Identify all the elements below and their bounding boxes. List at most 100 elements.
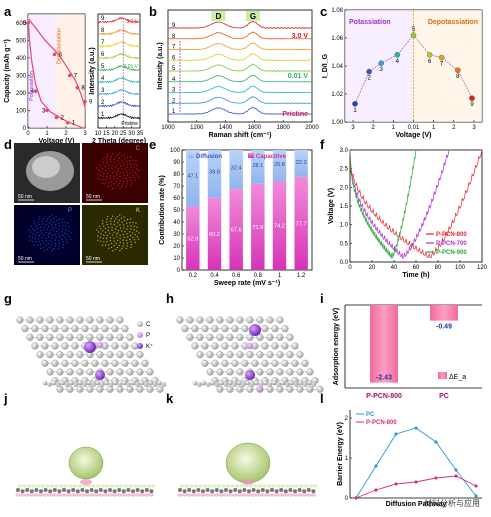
- eds-dot: [105, 159, 108, 161]
- carbon-atom: [245, 380, 251, 386]
- legend-label: C: [146, 322, 151, 328]
- charge-accumulation: [59, 484, 64, 488]
- eds-dot: [129, 159, 131, 162]
- eds-dot: [126, 218, 129, 221]
- discharge-curve: [27, 22, 84, 129]
- eds-dot: [58, 233, 60, 235]
- peak-band-G: [245, 11, 260, 21]
- eds-dot: [102, 161, 104, 163]
- charge-depletion: [200, 493, 206, 497]
- charge-depletion: [102, 493, 108, 497]
- carbon-atom: [89, 488, 94, 492]
- eds-dot: [130, 228, 132, 230]
- xrd-curve: [97, 52, 141, 60]
- x-axis-label: 2 Theta (degree): [92, 138, 146, 145]
- carbon-atom: [149, 489, 154, 494]
- eds-dot: [100, 240, 102, 242]
- carbon-atom: [205, 382, 211, 387]
- eds-dot: [129, 221, 131, 224]
- carbon-atom: [271, 380, 277, 386]
- panel-g-lattice: [16, 316, 164, 393]
- eds-dot: [121, 230, 123, 232]
- y-tick-label: 1.0: [340, 223, 349, 229]
- x-tick-label: 25: [120, 131, 127, 137]
- eds-dot: [119, 187, 121, 190]
- eds-dot: [70, 232, 72, 234]
- carbon-atom: [157, 380, 162, 386]
- y-axis-label: Adsorption energy (eV): [333, 308, 340, 385]
- eds-dot: [42, 246, 45, 249]
- eds-dot: [51, 214, 53, 216]
- charge-depletion: [246, 493, 252, 497]
- eds-dot: [126, 180, 128, 182]
- carbon-atom: [20, 489, 25, 494]
- eds-dot: [119, 241, 122, 244]
- eds-dot: [127, 225, 129, 227]
- panel-letter-b: b: [149, 4, 157, 19]
- carbon-atom: [34, 488, 39, 492]
- eds-dot: [123, 216, 125, 218]
- eds-dot: [130, 179, 132, 181]
- eds-dot: [126, 160, 128, 162]
- eds-dot: [136, 236, 138, 238]
- y-axis-label: Contribution rate (%): [159, 175, 166, 245]
- charge-accumulation: [27, 484, 32, 488]
- y-axis-label: Capacity (mAh g⁻¹): [4, 39, 11, 103]
- charge-depletion: [125, 493, 131, 497]
- eds-dot: [113, 240, 115, 242]
- carbon-atom: [293, 382, 299, 387]
- y-axis-label: Barrier Energy (eV): [337, 422, 344, 486]
- raman-curve: [167, 53, 313, 62]
- y-tick-label: 1.06: [331, 36, 343, 42]
- eds-dot: [107, 185, 110, 187]
- eds-dot: [116, 222, 119, 224]
- series-label: 7: [172, 45, 176, 51]
- carbon-atom: [77, 380, 83, 386]
- eds-dot: [33, 244, 36, 246]
- point-label: 4: [31, 89, 35, 95]
- panel-b-axes: [167, 9, 313, 123]
- eds-tile: [82, 205, 148, 265]
- charge-depletion: [278, 493, 284, 497]
- eds-dot: [45, 220, 48, 223]
- y-tick-label: 400: [16, 56, 27, 62]
- legend-swatch-diffusion: [188, 153, 194, 158]
- data-point: [66, 120, 70, 125]
- eds-dot: [130, 246, 132, 248]
- eds-dot: [42, 242, 45, 245]
- charge-accumulation: [189, 484, 194, 488]
- legend-label: PC: [366, 412, 375, 418]
- charge-depletion: [214, 493, 220, 497]
- carbon-atom: [191, 489, 196, 494]
- eds-dot: [119, 234, 121, 236]
- barrier-point: [394, 482, 398, 486]
- eds-dot: [118, 182, 121, 184]
- carbon-atom: [219, 380, 224, 386]
- charge-depletion: [79, 493, 85, 497]
- y-tick-label: 70: [173, 184, 180, 190]
- peak-band-D: [211, 11, 226, 21]
- x-tick-label: 1400: [219, 125, 233, 131]
- capacitive-bar: [294, 176, 308, 270]
- depotassiation-region: [413, 10, 482, 122]
- watermark-text: 材料分析与应用: [424, 498, 480, 508]
- legend-atom: [137, 321, 143, 327]
- charge-accumulation: [313, 484, 318, 488]
- eds-dot: [54, 242, 57, 245]
- eds-dot: [132, 159, 134, 162]
- eds-dot: [107, 216, 109, 218]
- eds-dot: [37, 231, 39, 234]
- barrier-point: [374, 464, 378, 468]
- charge-depletion: [228, 493, 234, 497]
- charge-accumulation: [17, 484, 23, 488]
- eds-dot: [55, 216, 57, 218]
- eds-dot: [126, 228, 128, 230]
- charge-accumulation: [63, 484, 69, 488]
- eds-dot: [110, 223, 112, 225]
- diffusion-value-label: 39.8: [209, 169, 220, 175]
- eds-dot: [105, 221, 108, 223]
- carbon-atom: [75, 489, 80, 494]
- eds-dot: [60, 231, 63, 233]
- eds-dot: [51, 227, 54, 229]
- raman-curve: [167, 74, 313, 83]
